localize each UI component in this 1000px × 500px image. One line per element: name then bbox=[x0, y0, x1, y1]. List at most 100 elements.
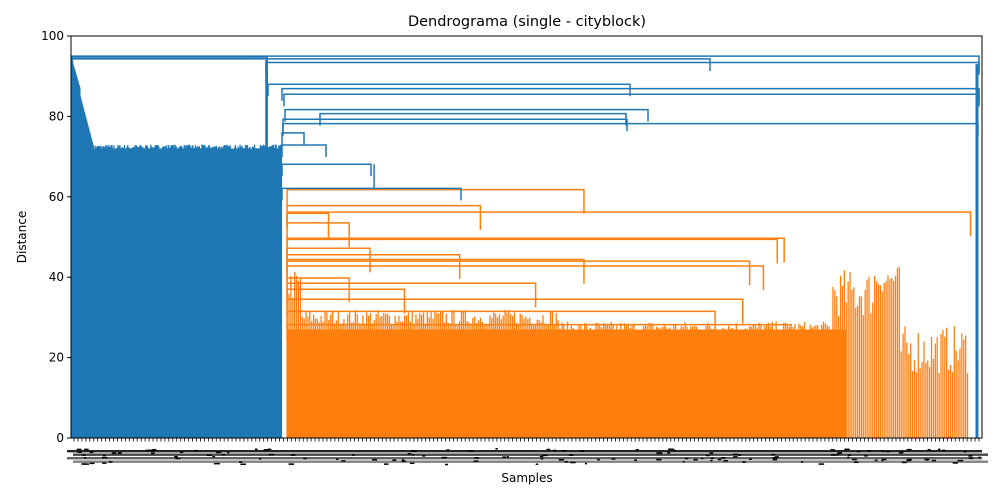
x-tick-label-glyph bbox=[693, 458, 698, 461]
orange-merge-link bbox=[286, 258, 585, 284]
x-tick-label-glyph bbox=[901, 461, 907, 464]
x-tick-label-glyph bbox=[732, 453, 739, 455]
x-tick-label-glyph bbox=[899, 451, 904, 454]
x-tick-label-glyph bbox=[709, 452, 714, 455]
root-merge-link bbox=[284, 108, 649, 122]
x-tick-label-glyph bbox=[931, 459, 937, 462]
x-tick-label-glyph bbox=[101, 456, 108, 459]
orange-merge-link bbox=[286, 298, 744, 324]
root-merge-link bbox=[281, 187, 462, 201]
orange-merge-link bbox=[286, 247, 371, 273]
x-tick-label-glyph bbox=[867, 450, 872, 452]
x-tick-label-glyph bbox=[303, 457, 307, 460]
x-tick-label-glyph bbox=[213, 462, 220, 465]
x-tick-label-glyph bbox=[206, 454, 212, 456]
orange-leaf-block bbox=[287, 329, 847, 438]
x-tick-label-glyph bbox=[561, 450, 567, 452]
x-tick-label-glyph bbox=[851, 458, 857, 461]
orange-merge-link bbox=[286, 323, 792, 349]
x-tick-label-glyph bbox=[635, 449, 640, 451]
x-tick-label-glyph bbox=[742, 461, 746, 463]
x-tick-label-glyph bbox=[831, 454, 837, 456]
orange-merge-link bbox=[286, 204, 482, 230]
x-tick-label-glyph bbox=[336, 458, 339, 461]
x-tick-label-glyph bbox=[864, 455, 868, 457]
x-tick-label-glyph bbox=[772, 456, 778, 459]
chart-title: Dendrograma (single - cityblock) bbox=[408, 14, 646, 30]
x-axis-ticks bbox=[67, 438, 988, 466]
x-tick-label-glyph bbox=[952, 462, 958, 464]
x-tick-label-band bbox=[67, 450, 982, 453]
x-tick-label-glyph bbox=[733, 456, 738, 458]
x-tick-label-glyph bbox=[682, 460, 685, 463]
x-tick-label-glyph bbox=[546, 448, 551, 451]
root-merge-link bbox=[283, 93, 980, 107]
x-tick-label-glyph bbox=[748, 458, 752, 460]
x-tick-label-glyph bbox=[407, 453, 412, 455]
x-tick-label-glyph bbox=[194, 449, 198, 452]
x-tick-label-glyph bbox=[957, 459, 964, 462]
x-tick-label-glyph bbox=[668, 448, 674, 451]
y-tick-label: 40 bbox=[49, 270, 64, 284]
x-tick-label-glyph bbox=[774, 456, 780, 458]
root-merge-link bbox=[282, 118, 628, 132]
x-tick-label-glyph bbox=[409, 462, 415, 465]
orange-merge-link bbox=[286, 253, 461, 279]
x-tick-label-glyph bbox=[701, 457, 704, 460]
orange-merge-link bbox=[286, 188, 585, 214]
y-tick-label: 80 bbox=[49, 109, 64, 123]
x-tick-label-glyph bbox=[149, 449, 155, 452]
x-tick-label-glyph bbox=[227, 451, 230, 454]
x-tick-label-glyph bbox=[401, 459, 405, 461]
x-tick-label-glyph bbox=[611, 458, 616, 460]
root-merge-link bbox=[281, 132, 305, 145]
x-tick-label-glyph bbox=[502, 456, 507, 458]
orange-merge-link bbox=[286, 265, 765, 291]
orange-merge-link bbox=[286, 212, 330, 238]
x-tick-label-glyph bbox=[290, 454, 296, 456]
plot-area bbox=[71, 55, 980, 438]
x-tick-label-glyph bbox=[240, 463, 246, 466]
x-tick-label-glyph bbox=[672, 449, 676, 452]
x-tick-label-glyph bbox=[117, 452, 122, 454]
root-merge-link bbox=[281, 163, 372, 177]
x-tick-label-glyph bbox=[111, 452, 117, 454]
x-tick-label-glyph bbox=[837, 452, 842, 454]
x-tick-label-glyph bbox=[881, 459, 884, 462]
x-tick-label-glyph bbox=[720, 457, 726, 459]
x-tick-label-glyph bbox=[927, 448, 931, 451]
x-tick-label-glyph bbox=[372, 458, 378, 461]
x-tick-label-glyph bbox=[258, 458, 262, 460]
x-tick-label-glyph bbox=[684, 457, 689, 460]
x-tick-label-glyph bbox=[710, 459, 713, 462]
x-tick-label-glyph bbox=[221, 453, 226, 456]
x-tick-label-glyph bbox=[857, 450, 861, 453]
x-tick-label-glyph bbox=[268, 453, 275, 456]
x-tick-label-glyph bbox=[874, 459, 878, 462]
x-tick-label-glyph bbox=[580, 450, 584, 453]
x-tick-label-glyph bbox=[717, 458, 722, 461]
x-tick-label-glyph bbox=[108, 461, 113, 463]
x-tick-label-glyph bbox=[473, 460, 479, 462]
orange-merge-link bbox=[286, 288, 406, 314]
blue-leaf-block bbox=[71, 148, 282, 438]
x-tick-label-glyph bbox=[152, 448, 157, 451]
x-tick-label-glyph bbox=[801, 461, 804, 463]
blue-cluster-merge bbox=[71, 57, 268, 149]
y-tick-label: 60 bbox=[49, 190, 64, 204]
root-merge-link bbox=[281, 144, 327, 158]
x-tick-label-glyph bbox=[84, 448, 89, 451]
x-tick-label-glyph bbox=[238, 461, 243, 463]
x-tick-label-glyph bbox=[83, 463, 90, 465]
x-tick-label-glyph bbox=[215, 451, 222, 454]
x-tick-label-glyph bbox=[89, 451, 94, 454]
x-tick-label-glyph bbox=[82, 454, 86, 456]
x-tick-label-glyph bbox=[288, 463, 295, 465]
root-merge-link bbox=[267, 83, 631, 97]
x-tick-label-glyph bbox=[474, 457, 480, 459]
x-tick-label-glyph bbox=[212, 455, 216, 458]
x-tick-label-glyph bbox=[847, 456, 850, 459]
x-tick-label-glyph bbox=[102, 454, 106, 457]
x-tick-label-glyph bbox=[634, 459, 637, 462]
